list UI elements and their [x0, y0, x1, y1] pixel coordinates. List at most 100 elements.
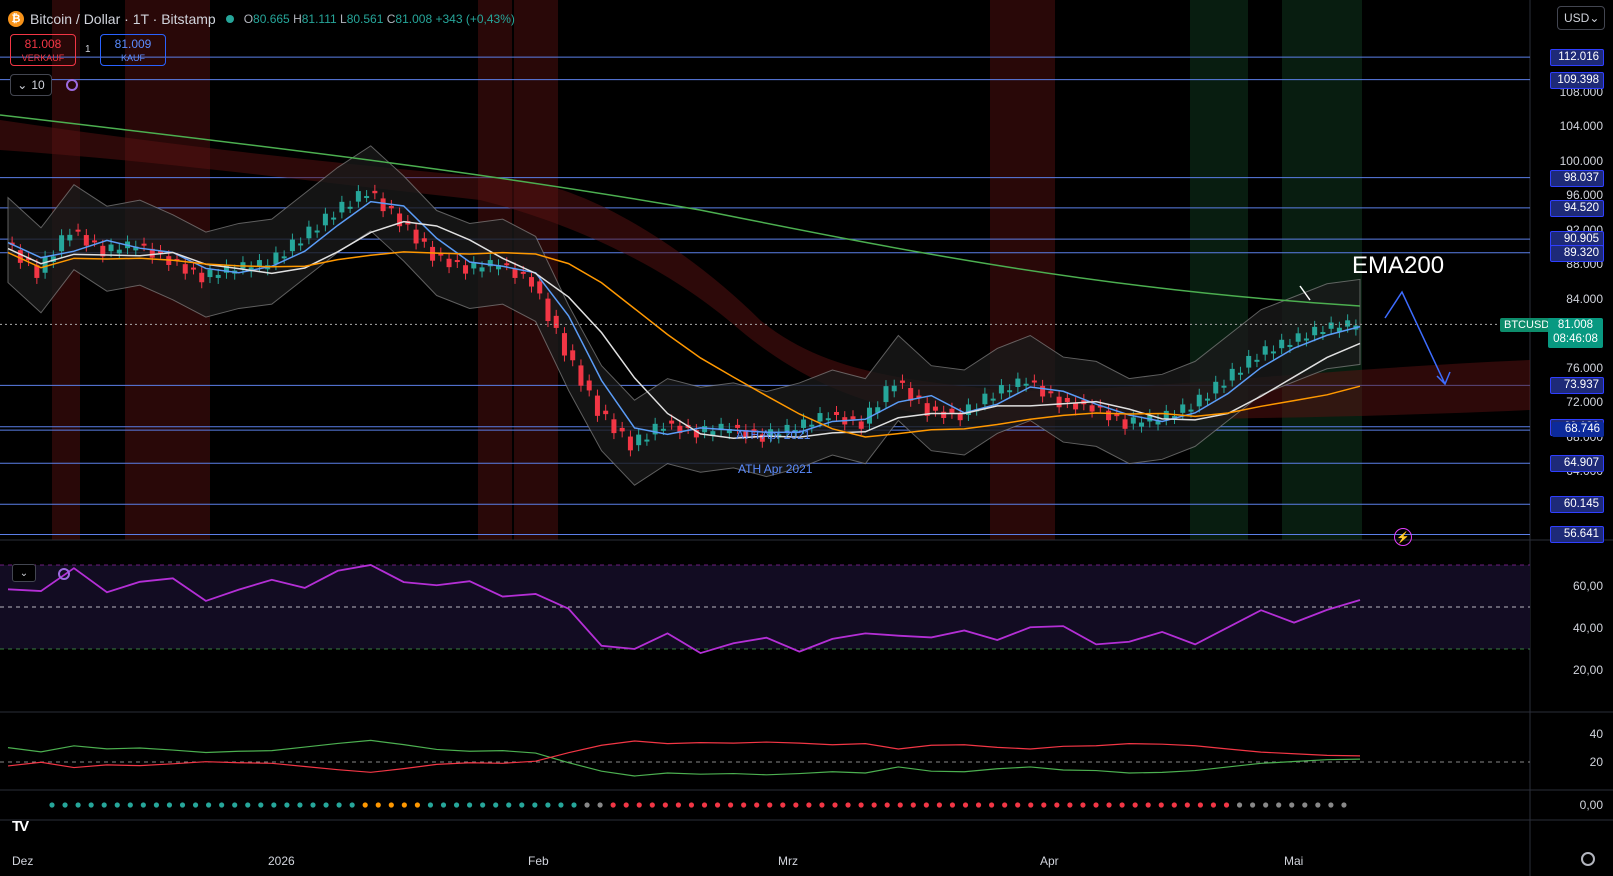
symbol-header[interactable]: ₿ Bitcoin / Dollar · 1T · Bitstamp O80.6… — [8, 8, 515, 30]
signal-dot — [728, 802, 734, 808]
last-price-label: 81.008 08:46:08 — [1548, 318, 1603, 348]
signal-dot — [258, 802, 264, 808]
candle-body — [141, 243, 147, 246]
indicator-collapse-toggle[interactable]: ⌄ 10 — [10, 74, 52, 96]
buy-button[interactable]: 81.009 KAUF — [100, 34, 166, 66]
candle-body — [1295, 333, 1301, 342]
candle-body — [372, 190, 378, 194]
candle-body — [421, 238, 427, 242]
candle-body — [866, 407, 872, 424]
candle-body — [586, 380, 592, 391]
signal-dot — [232, 802, 238, 808]
rsi-axis-label: 40,00 — [1572, 621, 1603, 635]
candle-body — [619, 427, 625, 432]
indicator-settings-icon[interactable] — [58, 568, 70, 580]
signal-dot — [1328, 802, 1334, 808]
signal-dot — [88, 802, 94, 808]
alert-bolt-icon[interactable]: ⚡ — [1394, 528, 1412, 546]
level-price-label: 73.937 — [1550, 377, 1604, 395]
candle-body — [693, 430, 699, 438]
candle-body — [388, 205, 394, 209]
candle-body — [1287, 344, 1293, 347]
settings-gear-icon[interactable] — [1581, 852, 1595, 866]
candle-body — [652, 423, 658, 435]
signal-dot — [962, 802, 969, 808]
candle-body — [545, 298, 551, 322]
candle-body — [223, 265, 229, 273]
signal-dot — [780, 802, 786, 808]
candle-body — [998, 385, 1004, 394]
signal-dot — [153, 802, 159, 808]
candle-body — [1237, 372, 1243, 375]
signal-dot — [662, 802, 668, 808]
candle-body — [578, 365, 584, 386]
candle-body — [281, 256, 287, 259]
candle-body — [1114, 414, 1120, 417]
signal-dot — [1002, 802, 1008, 808]
candle-body — [1139, 422, 1145, 427]
candle-body — [1106, 410, 1112, 421]
signal-dot — [1054, 802, 1060, 808]
candle-body — [298, 243, 304, 246]
order-quantity[interactable]: 1 — [85, 44, 91, 55]
signal-dot — [714, 802, 721, 808]
signal-dot — [793, 802, 799, 808]
candle-body — [306, 226, 312, 239]
level-price-label: 94.520 — [1550, 199, 1604, 217]
candle-body — [627, 436, 633, 451]
price-axis-label: 100.000 — [1559, 153, 1603, 168]
signal-dot — [1184, 802, 1190, 808]
candle-body — [1204, 398, 1210, 401]
candle-body — [504, 263, 510, 266]
indicator-settings-icon[interactable] — [66, 79, 78, 91]
dmi-axis-label: 20 — [1589, 755, 1603, 769]
currency-select[interactable]: USD ⌄ — [1557, 6, 1605, 30]
signal-dot — [584, 802, 590, 808]
candle-body — [677, 425, 683, 434]
signal-dot — [571, 802, 577, 808]
signal-dot — [701, 802, 708, 808]
candle-body — [454, 260, 460, 263]
sma-line — [7, 220, 1361, 439]
signal-dot — [1263, 802, 1269, 808]
candle-body — [743, 430, 749, 438]
candle-body — [1213, 381, 1219, 394]
signal-dot — [636, 802, 642, 808]
candle-body — [1196, 394, 1202, 407]
signal-dot — [1067, 802, 1073, 808]
sell-button[interactable]: 81.008 VERKAUF — [10, 34, 76, 66]
candle-body — [487, 260, 493, 267]
candle-body — [1155, 420, 1161, 425]
candle-body — [1007, 390, 1013, 393]
signal-dot — [349, 802, 355, 808]
bollinger-band — [7, 145, 1361, 486]
chevron-down-icon[interactable]: ⌄ — [12, 564, 36, 582]
signal-dot — [949, 802, 956, 808]
candle-body — [899, 380, 905, 383]
chevron-down-icon: ⌄ — [17, 78, 28, 92]
candle-body — [1172, 416, 1178, 419]
signal-dot — [336, 802, 342, 808]
signal-dot — [388, 802, 394, 808]
highlight-zone — [1282, 0, 1362, 540]
signal-dot — [688, 802, 695, 808]
signal-dot — [845, 802, 851, 808]
candle-body — [215, 274, 221, 278]
level-price-label: 68.746 — [1552, 422, 1604, 438]
signal-dot — [101, 802, 107, 808]
signal-dot — [1093, 802, 1099, 808]
price-axis-label: 96.000 — [1566, 188, 1603, 203]
candle-body — [561, 333, 567, 356]
candle-body — [1089, 405, 1095, 412]
symbol-title[interactable]: Bitcoin / Dollar · 1T · Bitstamp — [30, 11, 216, 27]
signal-dot — [127, 802, 133, 808]
signal-dot — [923, 802, 929, 808]
candle-body — [273, 252, 279, 265]
signal-dot — [1145, 802, 1151, 808]
candle-body — [1031, 380, 1037, 383]
signal-dot — [1132, 802, 1138, 808]
candle-body — [660, 428, 666, 431]
signal-dot — [1223, 802, 1230, 808]
signal-dot — [649, 802, 655, 808]
